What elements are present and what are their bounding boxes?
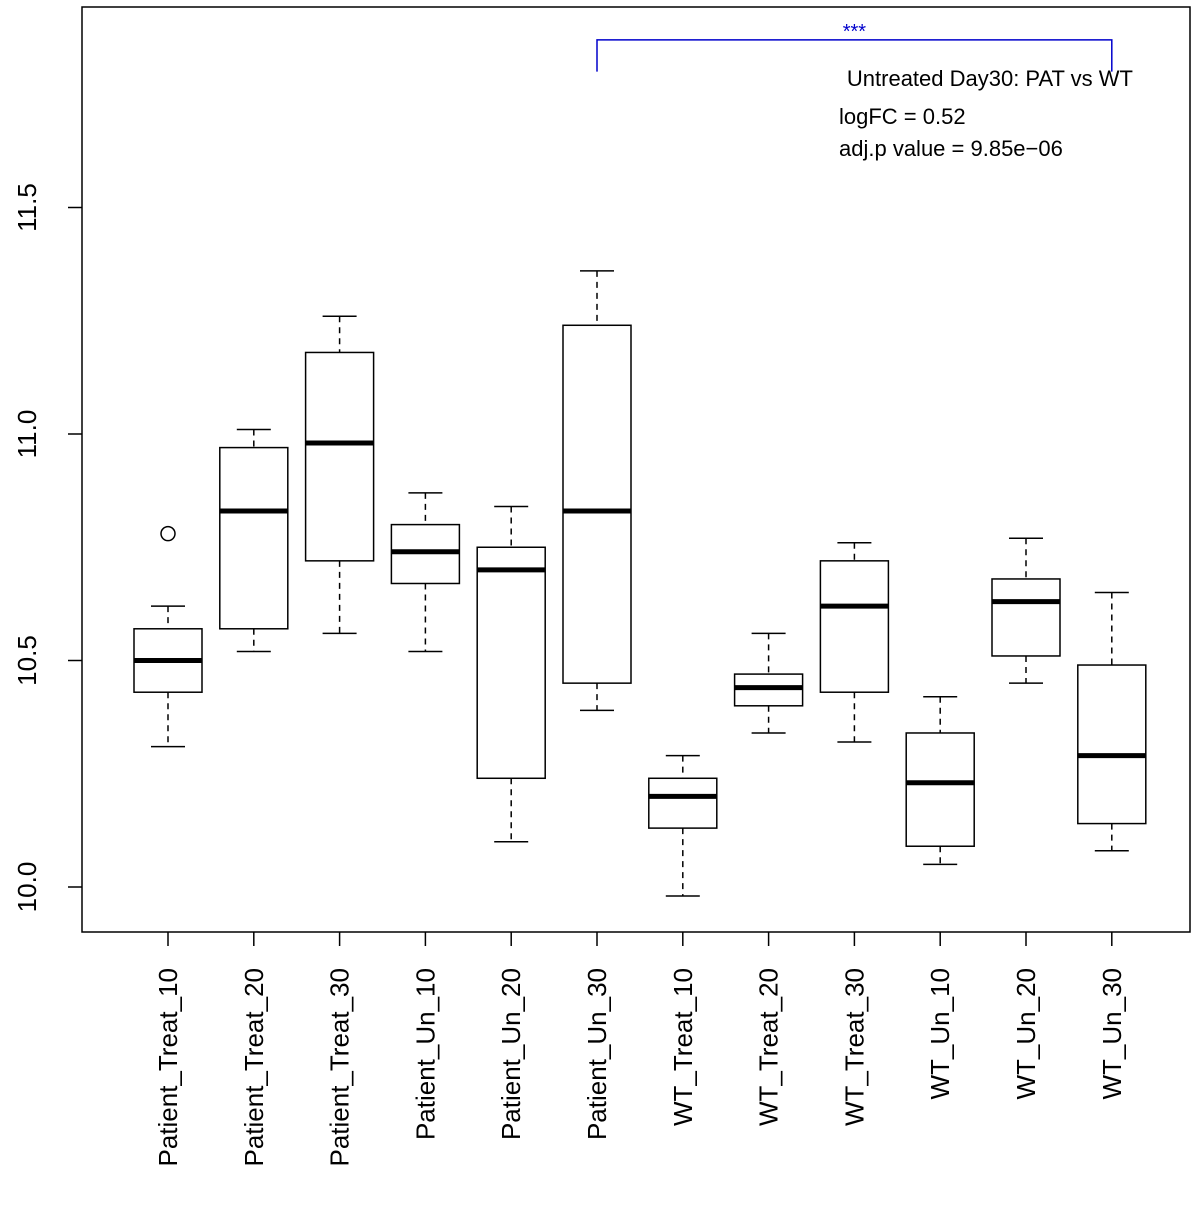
significance-stars: *** <box>843 21 867 43</box>
iqr-box <box>991 578 1061 657</box>
box-group-WT_Treat_10 <box>648 754 718 897</box>
box-group-WT_Un_10 <box>905 695 975 866</box>
annotation-logfc: logFC = 0.52 <box>839 104 966 129</box>
x-tick-label: Patient_Treat_30 <box>325 968 355 1167</box>
box-group-Patient_Treat_20 <box>219 428 289 653</box>
x-tick-label: Patient_Treat_20 <box>239 968 269 1167</box>
box-group-WT_Un_20 <box>991 537 1061 684</box>
box-group-WT_Treat_20 <box>733 632 804 734</box>
x-tick-label: WT_Treat_30 <box>839 968 869 1126</box>
y-tick-label: 11.5 <box>12 183 42 232</box>
iqr-box <box>1077 664 1147 825</box>
x-tick-label: Patient_Treat_10 <box>153 968 183 1167</box>
y-axis: 10.0 10.5 11.0 11.5 <box>12 183 82 912</box>
iqr-box <box>562 324 632 684</box>
box-group-Patient_Un_20 <box>476 505 546 843</box>
x-tick-label: Patient_Un_30 <box>582 968 612 1140</box>
x-tick-label: WT_Un_30 <box>1097 968 1127 1100</box>
plot-frame <box>81 6 1191 933</box>
y-tick-label: 11.0 <box>12 410 42 459</box>
outlier-point <box>160 525 176 542</box>
iqr-box <box>905 732 975 847</box>
bracket-line <box>596 39 1113 72</box>
significance-bracket: *** <box>596 21 1113 72</box>
iqr-box <box>476 546 546 780</box>
iqr-box <box>219 446 289 630</box>
annotation-adjp: adj.p value = 9.85e−06 <box>839 136 1063 161</box>
x-tick-label: WT_Un_20 <box>1011 968 1041 1100</box>
x-tick-label: Patient_Un_20 <box>496 968 526 1140</box>
x-tick-label: WT_Treat_10 <box>668 968 698 1126</box>
iqr-box <box>304 351 375 562</box>
box-group-WT_Un_30 <box>1077 591 1147 852</box>
iqr-box <box>648 777 718 829</box>
annotation-comparison: Untreated Day30: PAT vs WT <box>847 66 1133 91</box>
y-tick-label: 10.5 <box>12 635 42 686</box>
box-group-Patient_Treat_30 <box>304 315 375 635</box>
annotation-block: Untreated Day30: PAT vs WT logFC = 0.52 … <box>839 66 1133 161</box>
y-tick-label: 10.0 <box>12 862 42 913</box>
box-group-WT_Treat_30 <box>819 541 890 743</box>
iqr-box <box>819 560 890 693</box>
x-tick-label: WT_Un_10 <box>925 968 955 1100</box>
x-axis: Patient_Treat_10 Patient_Treat_20 Patient_… <box>153 932 1127 1167</box>
boxes <box>133 270 1147 897</box>
box-group-Patient_Un_10 <box>390 492 461 653</box>
box-group-Patient_Treat_10 <box>133 525 203 748</box>
box-group-Patient_Un_30 <box>562 270 632 712</box>
x-tick-label: Patient_Un_10 <box>410 968 440 1140</box>
x-tick-label: WT_Treat_20 <box>754 968 784 1126</box>
